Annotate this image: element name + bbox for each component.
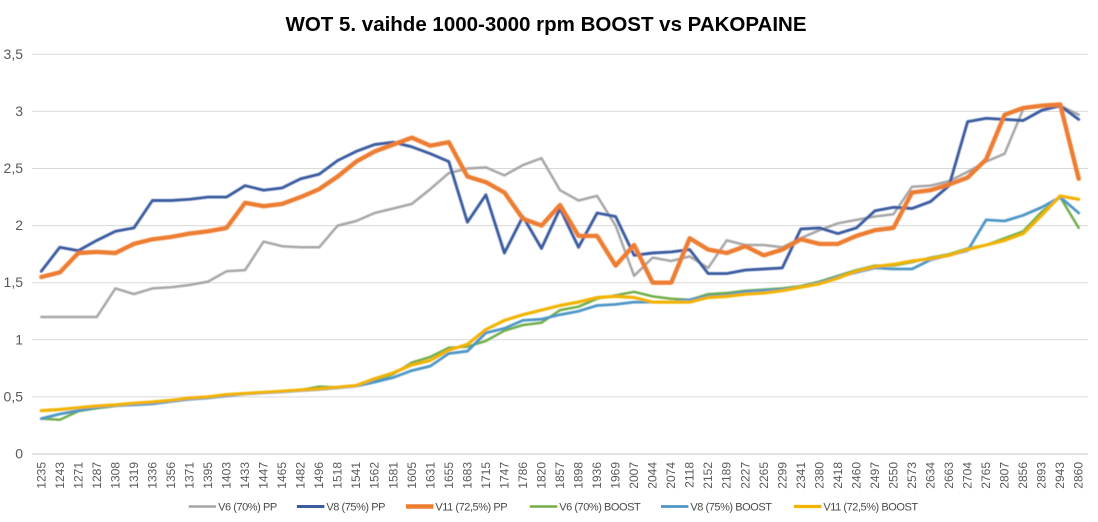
- svg-text:1518: 1518: [331, 462, 345, 489]
- svg-text:2856: 2856: [1016, 462, 1030, 489]
- svg-text:1447: 1447: [257, 462, 271, 489]
- svg-text:1: 1: [15, 331, 23, 347]
- svg-text:1403: 1403: [220, 462, 234, 489]
- svg-text:WOT 5. vaihde 1000-3000 rpm BO: WOT 5. vaihde 1000-3000 rpm BOOST vs PAK…: [285, 13, 806, 36]
- svg-text:2497: 2497: [868, 462, 882, 489]
- svg-text:1319: 1319: [127, 462, 141, 489]
- svg-text:2299: 2299: [775, 462, 789, 489]
- svg-text:V6 (70%) BOOST: V6 (70%) BOOST: [559, 502, 641, 514]
- svg-text:1936: 1936: [590, 462, 604, 489]
- svg-text:2007: 2007: [627, 462, 641, 489]
- svg-text:1,5: 1,5: [4, 274, 24, 290]
- svg-text:2118: 2118: [683, 462, 697, 488]
- svg-text:1243: 1243: [53, 462, 67, 489]
- svg-text:1482: 1482: [294, 462, 308, 489]
- svg-text:3,5: 3,5: [4, 46, 24, 62]
- svg-text:2341: 2341: [794, 462, 808, 489]
- svg-text:1356: 1356: [164, 462, 178, 489]
- svg-text:1786: 1786: [516, 462, 530, 489]
- svg-text:1336: 1336: [145, 462, 159, 489]
- svg-text:1271: 1271: [71, 462, 85, 489]
- svg-text:1655: 1655: [442, 462, 456, 489]
- svg-text:2: 2: [15, 217, 23, 233]
- svg-text:1898: 1898: [572, 462, 586, 489]
- svg-text:1395: 1395: [201, 462, 215, 489]
- svg-text:2893: 2893: [1035, 462, 1049, 489]
- svg-text:2704: 2704: [961, 462, 975, 489]
- svg-text:1465: 1465: [275, 462, 289, 489]
- svg-text:1562: 1562: [368, 462, 382, 489]
- svg-text:2573: 2573: [905, 462, 919, 489]
- svg-text:V6 (70%) PP: V6 (70%) PP: [218, 502, 277, 514]
- svg-text:2227: 2227: [738, 462, 752, 489]
- svg-text:1308: 1308: [108, 462, 122, 489]
- svg-text:2152: 2152: [701, 462, 715, 489]
- svg-text:2380: 2380: [812, 462, 826, 489]
- svg-text:1605: 1605: [405, 462, 419, 489]
- svg-text:1371: 1371: [183, 462, 197, 489]
- svg-text:3: 3: [15, 103, 23, 119]
- svg-text:2634: 2634: [924, 462, 938, 489]
- svg-text:1287: 1287: [90, 462, 104, 489]
- svg-text:2765: 2765: [979, 462, 993, 489]
- svg-text:2265: 2265: [757, 462, 771, 489]
- svg-text:1541: 1541: [349, 462, 363, 489]
- svg-text:1631: 1631: [423, 462, 437, 489]
- svg-text:1433: 1433: [238, 462, 252, 489]
- svg-text:V11 (72,5%) BOOST: V11 (72,5%) BOOST: [823, 502, 918, 514]
- svg-text:1820: 1820: [535, 462, 549, 489]
- svg-text:1747: 1747: [497, 462, 511, 489]
- svg-text:1581: 1581: [386, 462, 400, 489]
- svg-text:2663: 2663: [942, 462, 956, 489]
- svg-text:2807: 2807: [998, 462, 1012, 489]
- svg-text:1683: 1683: [460, 462, 474, 489]
- svg-text:2074: 2074: [664, 462, 678, 489]
- svg-text:2860: 2860: [1072, 462, 1086, 489]
- svg-text:1715: 1715: [479, 462, 493, 489]
- svg-text:V8 (75%) BOOST: V8 (75%) BOOST: [690, 502, 772, 514]
- svg-text:2044: 2044: [646, 462, 660, 489]
- svg-text:V8 (75%) PP: V8 (75%) PP: [326, 502, 385, 514]
- svg-text:1969: 1969: [609, 462, 623, 489]
- svg-text:2418: 2418: [831, 462, 845, 489]
- svg-text:0: 0: [15, 446, 23, 462]
- svg-text:2550: 2550: [887, 462, 901, 489]
- svg-text:1496: 1496: [312, 462, 326, 489]
- svg-text:2460: 2460: [849, 462, 863, 489]
- svg-text:1235: 1235: [34, 462, 48, 489]
- svg-text:2943: 2943: [1053, 462, 1067, 489]
- svg-text:2189: 2189: [720, 462, 734, 489]
- svg-text:2,5: 2,5: [4, 160, 24, 176]
- svg-text:V11 (72,5%) PP: V11 (72,5%) PP: [435, 502, 507, 514]
- svg-text:0,5: 0,5: [4, 388, 24, 404]
- svg-text:1857: 1857: [553, 462, 567, 489]
